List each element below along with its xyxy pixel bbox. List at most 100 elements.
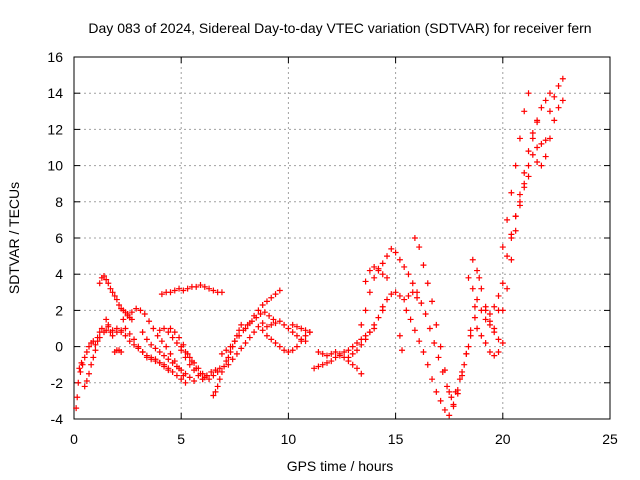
data-point [173, 372, 180, 379]
data-point [206, 376, 213, 383]
data-point [263, 298, 270, 305]
data-point [131, 336, 138, 343]
data-point [422, 311, 429, 318]
data-point [546, 108, 553, 115]
data-point [272, 291, 279, 298]
data-point [156, 349, 163, 356]
data-point [495, 336, 502, 343]
data-point [529, 135, 536, 142]
data-point [201, 283, 208, 290]
data-point [411, 327, 418, 334]
y-tick-label: 0 [55, 339, 63, 355]
data-point [362, 336, 369, 343]
data-point [135, 345, 142, 352]
data-point [285, 349, 292, 356]
data-point [384, 274, 391, 281]
data-point [122, 325, 129, 332]
data-point [227, 349, 234, 356]
data-point [546, 90, 553, 97]
data-point [268, 336, 275, 343]
data-point [366, 267, 373, 274]
data-point [143, 352, 150, 359]
data-point [467, 332, 474, 339]
data-point [495, 349, 502, 356]
data-point [212, 367, 219, 374]
data-point [416, 244, 423, 251]
data-point [452, 388, 459, 395]
data-point [396, 256, 403, 263]
data-point [486, 349, 493, 356]
data-point [379, 271, 386, 278]
data-point [508, 256, 515, 263]
data-point [396, 292, 403, 299]
data-point [437, 343, 444, 350]
data-point [186, 354, 193, 361]
data-point [259, 301, 266, 308]
data-point [289, 321, 296, 328]
data-point [86, 343, 93, 350]
data-point [439, 368, 446, 375]
data-point [486, 318, 493, 325]
data-point [486, 311, 493, 318]
data-point [433, 388, 440, 395]
data-point [375, 265, 382, 272]
data-point [178, 343, 185, 350]
data-point [263, 332, 270, 339]
data-point [178, 367, 185, 374]
data-point [345, 354, 352, 361]
data-point [186, 361, 193, 368]
data-point [268, 294, 275, 301]
data-point [268, 321, 275, 328]
data-point [392, 289, 399, 296]
data-point [384, 296, 391, 303]
data-point [504, 216, 511, 223]
data-point [508, 189, 515, 196]
data-point [405, 271, 412, 278]
data-point [109, 332, 116, 339]
data-point [388, 245, 395, 252]
data-point [212, 388, 219, 395]
data-point [424, 361, 431, 368]
data-point [75, 379, 82, 386]
data-point [409, 289, 416, 296]
data-point [471, 303, 478, 310]
data-point [332, 354, 339, 361]
data-point [401, 263, 408, 270]
data-point [388, 291, 395, 298]
data-point [158, 338, 165, 345]
data-point [259, 320, 266, 327]
data-point [83, 377, 90, 384]
data-point [191, 359, 198, 366]
data-point [128, 309, 135, 316]
data-point [525, 162, 532, 169]
data-point [107, 285, 114, 292]
y-tick-label: 12 [47, 121, 63, 137]
data-point [474, 296, 481, 303]
data-point [109, 327, 116, 334]
data-point [238, 345, 245, 352]
data-point [152, 345, 159, 352]
data-point [358, 370, 365, 377]
data-point [311, 365, 318, 372]
data-point [491, 325, 498, 332]
data-point [424, 280, 431, 287]
data-point [491, 352, 498, 359]
data-point [111, 292, 118, 299]
data-point [354, 339, 361, 346]
data-point [184, 285, 191, 292]
data-point [379, 260, 386, 267]
x-tick-label: 15 [388, 431, 404, 447]
data-point [210, 287, 217, 294]
data-point [233, 350, 240, 357]
data-point [293, 332, 300, 339]
x-tick-label: 10 [281, 431, 297, 447]
data-point [469, 256, 476, 263]
data-point [441, 406, 448, 413]
data-point [538, 104, 545, 111]
data-point [525, 173, 532, 180]
data-point [81, 354, 88, 361]
data-point [298, 338, 305, 345]
data-point [399, 347, 406, 354]
data-point [414, 294, 421, 301]
data-point [103, 327, 110, 334]
